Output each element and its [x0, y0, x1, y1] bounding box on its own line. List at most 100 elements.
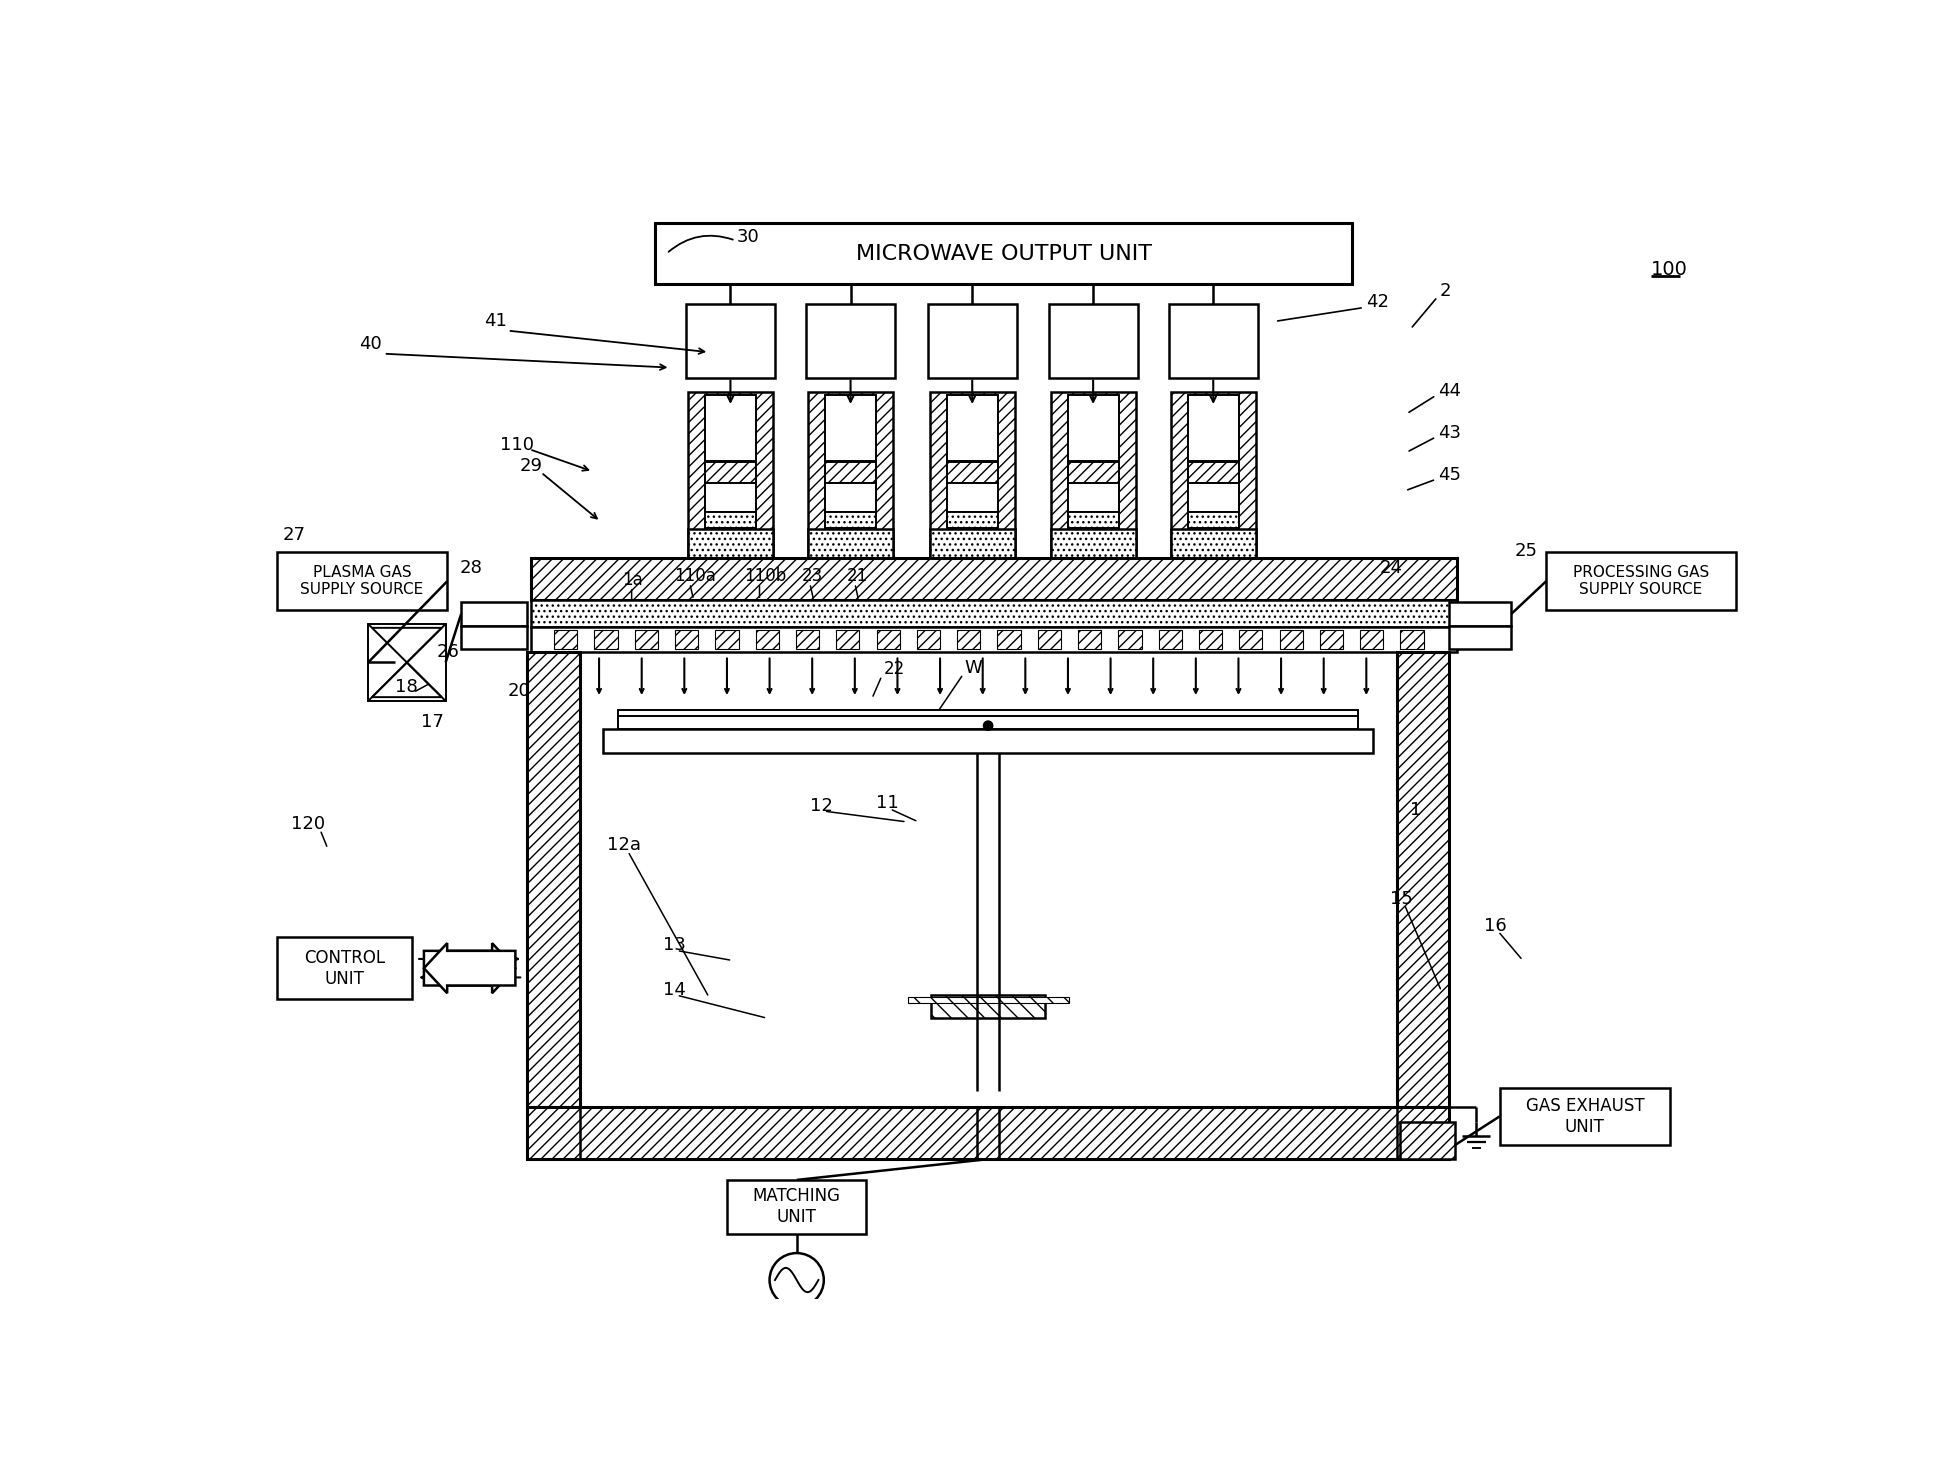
Bar: [527, 652, 580, 1107]
Bar: [1170, 392, 1256, 557]
Bar: [1170, 528, 1256, 557]
Bar: [727, 1180, 867, 1234]
Bar: [619, 711, 1357, 719]
Bar: [947, 483, 998, 512]
Bar: [756, 630, 779, 649]
Bar: [619, 715, 1357, 730]
Bar: [1359, 630, 1383, 649]
Bar: [797, 630, 818, 649]
Bar: [705, 483, 756, 512]
Text: W: W: [965, 659, 982, 677]
Text: MICROWAVE OUTPUT UNIT: MICROWAVE OUTPUT UNIT: [855, 244, 1152, 264]
Bar: [531, 557, 1457, 600]
Circle shape: [984, 721, 992, 731]
Bar: [1068, 483, 1119, 512]
Bar: [1049, 305, 1139, 378]
Bar: [824, 461, 877, 483]
Text: PROCESSING GAS
SUPPLY SOURCE: PROCESSING GAS SUPPLY SOURCE: [1572, 565, 1709, 597]
Text: 41: 41: [484, 312, 508, 330]
Text: CONTROL
UNIT: CONTROL UNIT: [305, 948, 385, 988]
Text: 21: 21: [848, 568, 869, 585]
Bar: [1068, 395, 1119, 461]
Bar: [654, 223, 1351, 285]
Text: 29: 29: [519, 457, 543, 476]
Bar: [947, 512, 998, 528]
Bar: [932, 995, 1045, 1018]
Bar: [594, 630, 617, 649]
Text: 12a: 12a: [607, 836, 641, 854]
Text: 42: 42: [1367, 293, 1389, 311]
Text: 110: 110: [500, 436, 533, 454]
Bar: [930, 392, 1016, 557]
Bar: [1051, 392, 1137, 557]
Bar: [1449, 626, 1512, 649]
Bar: [908, 996, 1068, 1002]
Bar: [1187, 395, 1238, 461]
Bar: [1547, 553, 1736, 610]
Text: GAS EXHAUST
UNIT: GAS EXHAUST UNIT: [1525, 1097, 1644, 1135]
Bar: [928, 305, 1018, 378]
Bar: [947, 461, 998, 483]
Bar: [705, 395, 756, 461]
Bar: [1400, 630, 1424, 649]
Text: 23: 23: [803, 568, 824, 585]
Bar: [809, 392, 893, 557]
Bar: [1279, 630, 1303, 649]
Bar: [1037, 630, 1060, 649]
Bar: [1199, 630, 1223, 649]
Text: PLASMA GAS
SUPPLY SOURCE: PLASMA GAS SUPPLY SOURCE: [301, 565, 424, 597]
Bar: [1187, 512, 1238, 528]
Text: 28: 28: [459, 559, 482, 576]
Text: 14: 14: [662, 980, 686, 999]
Text: 100: 100: [1650, 260, 1687, 279]
Bar: [603, 730, 1373, 753]
Text: 27: 27: [283, 527, 307, 544]
Text: 12: 12: [810, 798, 832, 816]
Text: 15: 15: [1391, 890, 1412, 907]
Bar: [1068, 512, 1119, 528]
Text: 44: 44: [1437, 382, 1461, 400]
Bar: [1158, 630, 1182, 649]
FancyArrow shape: [424, 943, 516, 994]
Bar: [687, 392, 773, 557]
Bar: [1051, 528, 1137, 557]
Bar: [687, 528, 773, 557]
Bar: [1119, 630, 1143, 649]
Text: 40: 40: [359, 336, 381, 353]
Text: 30: 30: [736, 228, 760, 245]
Bar: [277, 937, 412, 999]
Text: 11: 11: [875, 794, 898, 811]
Bar: [809, 528, 893, 557]
Bar: [555, 630, 578, 649]
Text: 43: 43: [1437, 425, 1461, 442]
Text: 110a: 110a: [674, 568, 717, 585]
Bar: [705, 461, 756, 483]
Bar: [686, 305, 775, 378]
Bar: [824, 512, 877, 528]
Bar: [1240, 630, 1262, 649]
Bar: [1187, 483, 1238, 512]
Bar: [1396, 652, 1449, 1107]
Text: 22: 22: [883, 661, 904, 678]
Bar: [676, 630, 699, 649]
Bar: [1168, 305, 1258, 378]
Text: 20: 20: [508, 681, 531, 700]
Text: 17: 17: [420, 713, 443, 731]
Bar: [1078, 630, 1101, 649]
Text: 1a: 1a: [623, 570, 643, 589]
Bar: [947, 395, 998, 461]
Bar: [527, 1107, 1449, 1158]
Bar: [531, 600, 1457, 627]
Bar: [824, 395, 877, 461]
Bar: [531, 627, 1457, 652]
Bar: [824, 483, 877, 512]
Text: 24: 24: [1379, 559, 1402, 576]
Bar: [635, 630, 658, 649]
Bar: [877, 630, 900, 649]
Text: 120: 120: [291, 816, 324, 833]
Bar: [715, 630, 738, 649]
Bar: [916, 630, 939, 649]
Text: 2: 2: [1439, 282, 1451, 299]
FancyArrow shape: [424, 943, 516, 994]
Bar: [705, 512, 756, 528]
